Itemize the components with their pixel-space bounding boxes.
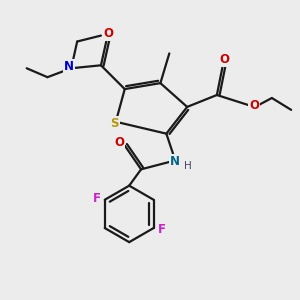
Text: O: O: [249, 99, 259, 112]
Text: N: N: [64, 60, 74, 73]
Text: F: F: [92, 192, 101, 205]
Text: O: O: [103, 27, 113, 40]
Text: N: N: [170, 155, 180, 168]
Text: O: O: [114, 136, 124, 149]
Text: H: H: [184, 161, 192, 171]
Text: O: O: [219, 53, 229, 66]
Text: S: S: [110, 117, 118, 130]
Text: F: F: [158, 223, 166, 236]
